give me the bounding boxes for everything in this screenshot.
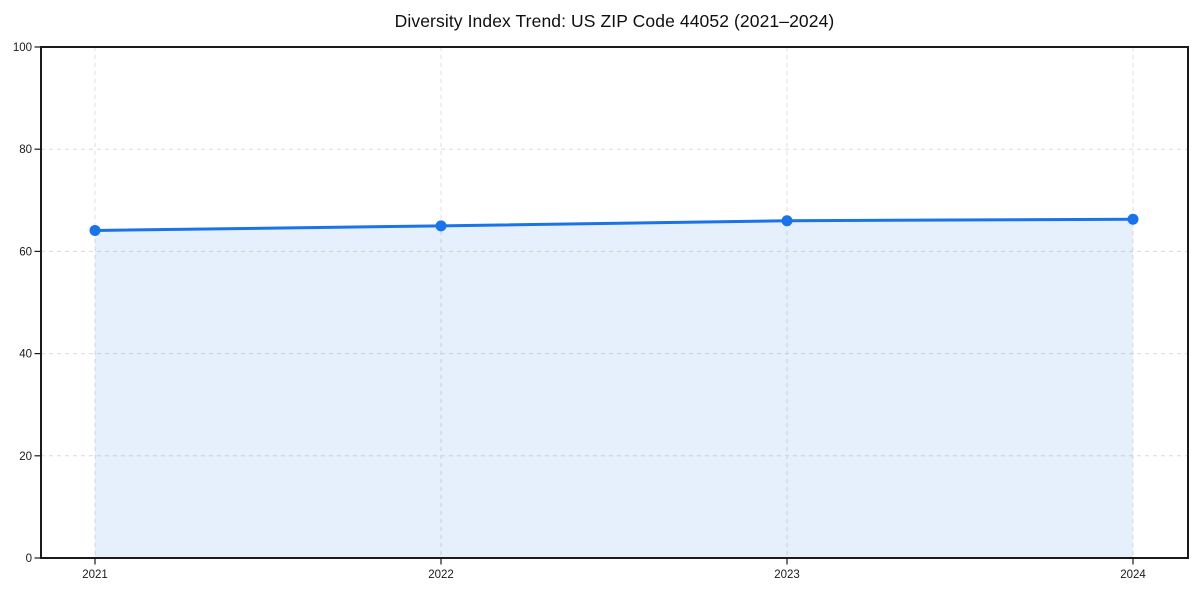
y-tick-label: 40 bbox=[19, 349, 32, 361]
trend-line bbox=[93, 217, 1135, 232]
plot-border bbox=[40, 46, 1189, 559]
y-tick-label: 80 bbox=[19, 144, 32, 156]
data-point-2024 bbox=[1127, 213, 1139, 225]
x-tick-label: 2024 bbox=[1120, 569, 1146, 581]
y-tick-label: 20 bbox=[19, 451, 32, 463]
tick-marks bbox=[34, 46, 1134, 565]
x-tick-label: 2021 bbox=[82, 569, 108, 581]
tick-labels: 2021 2022 2023 2024 0 20 40 60 80 100 bbox=[13, 42, 1147, 581]
x-tick-label: 2022 bbox=[428, 569, 454, 581]
data-point-2022 bbox=[435, 220, 447, 232]
x-tick-label: 2023 bbox=[774, 569, 800, 581]
y-tick-label: 0 bbox=[26, 553, 32, 565]
y-tick-label: 60 bbox=[19, 246, 32, 258]
data-points bbox=[89, 213, 1139, 236]
chart-title: Diversity Index Trend: US ZIP Code 44052… bbox=[394, 11, 835, 31]
data-point-2021 bbox=[89, 224, 101, 236]
gridlines bbox=[41, 47, 1188, 558]
area-fill bbox=[95, 219, 1133, 558]
data-point-2023 bbox=[781, 215, 793, 227]
y-tick-label: 100 bbox=[13, 42, 32, 54]
